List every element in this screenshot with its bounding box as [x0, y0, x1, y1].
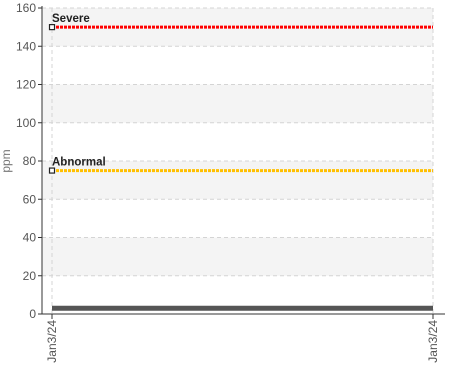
axes: [41, 6, 445, 315]
x-axis-ticks: Jan3/24 Jan3/24: [45, 314, 440, 363]
y-tick-label: 20: [23, 269, 37, 283]
y-tick-label: 140: [16, 39, 36, 53]
threshold-marker: [48, 24, 56, 31]
y-tick-label: 60: [23, 192, 37, 206]
threshold-label: Severe: [52, 13, 90, 25]
y-axis-title: ppm: [0, 149, 13, 172]
threshold-label: Abnormal: [52, 157, 106, 169]
y-tick-label: 80: [23, 154, 37, 168]
plot-band: [42, 161, 433, 200]
y-tick-label: 40: [23, 231, 37, 245]
plot-bands: [42, 8, 433, 314]
x-tick-label: Jan3/24: [45, 320, 59, 363]
plot-band: [42, 46, 433, 85]
y-tick-label: 120: [16, 78, 36, 92]
plot-band: [42, 84, 433, 123]
y-tick-label: 160: [16, 1, 36, 15]
y-axis-ticks: 0 20 40 60 80 100 120 140 160: [16, 1, 42, 321]
y-tick-label: 0: [29, 307, 36, 321]
x-tick-label: Jan3/24: [426, 320, 440, 363]
plot-band: [42, 237, 433, 276]
threshold-marker: [48, 167, 56, 174]
plot-band: [42, 122, 433, 161]
threshold-lines: Severe Abnormal: [48, 13, 433, 174]
y-tick-label: 100: [16, 116, 36, 130]
plot-band: [42, 199, 433, 238]
